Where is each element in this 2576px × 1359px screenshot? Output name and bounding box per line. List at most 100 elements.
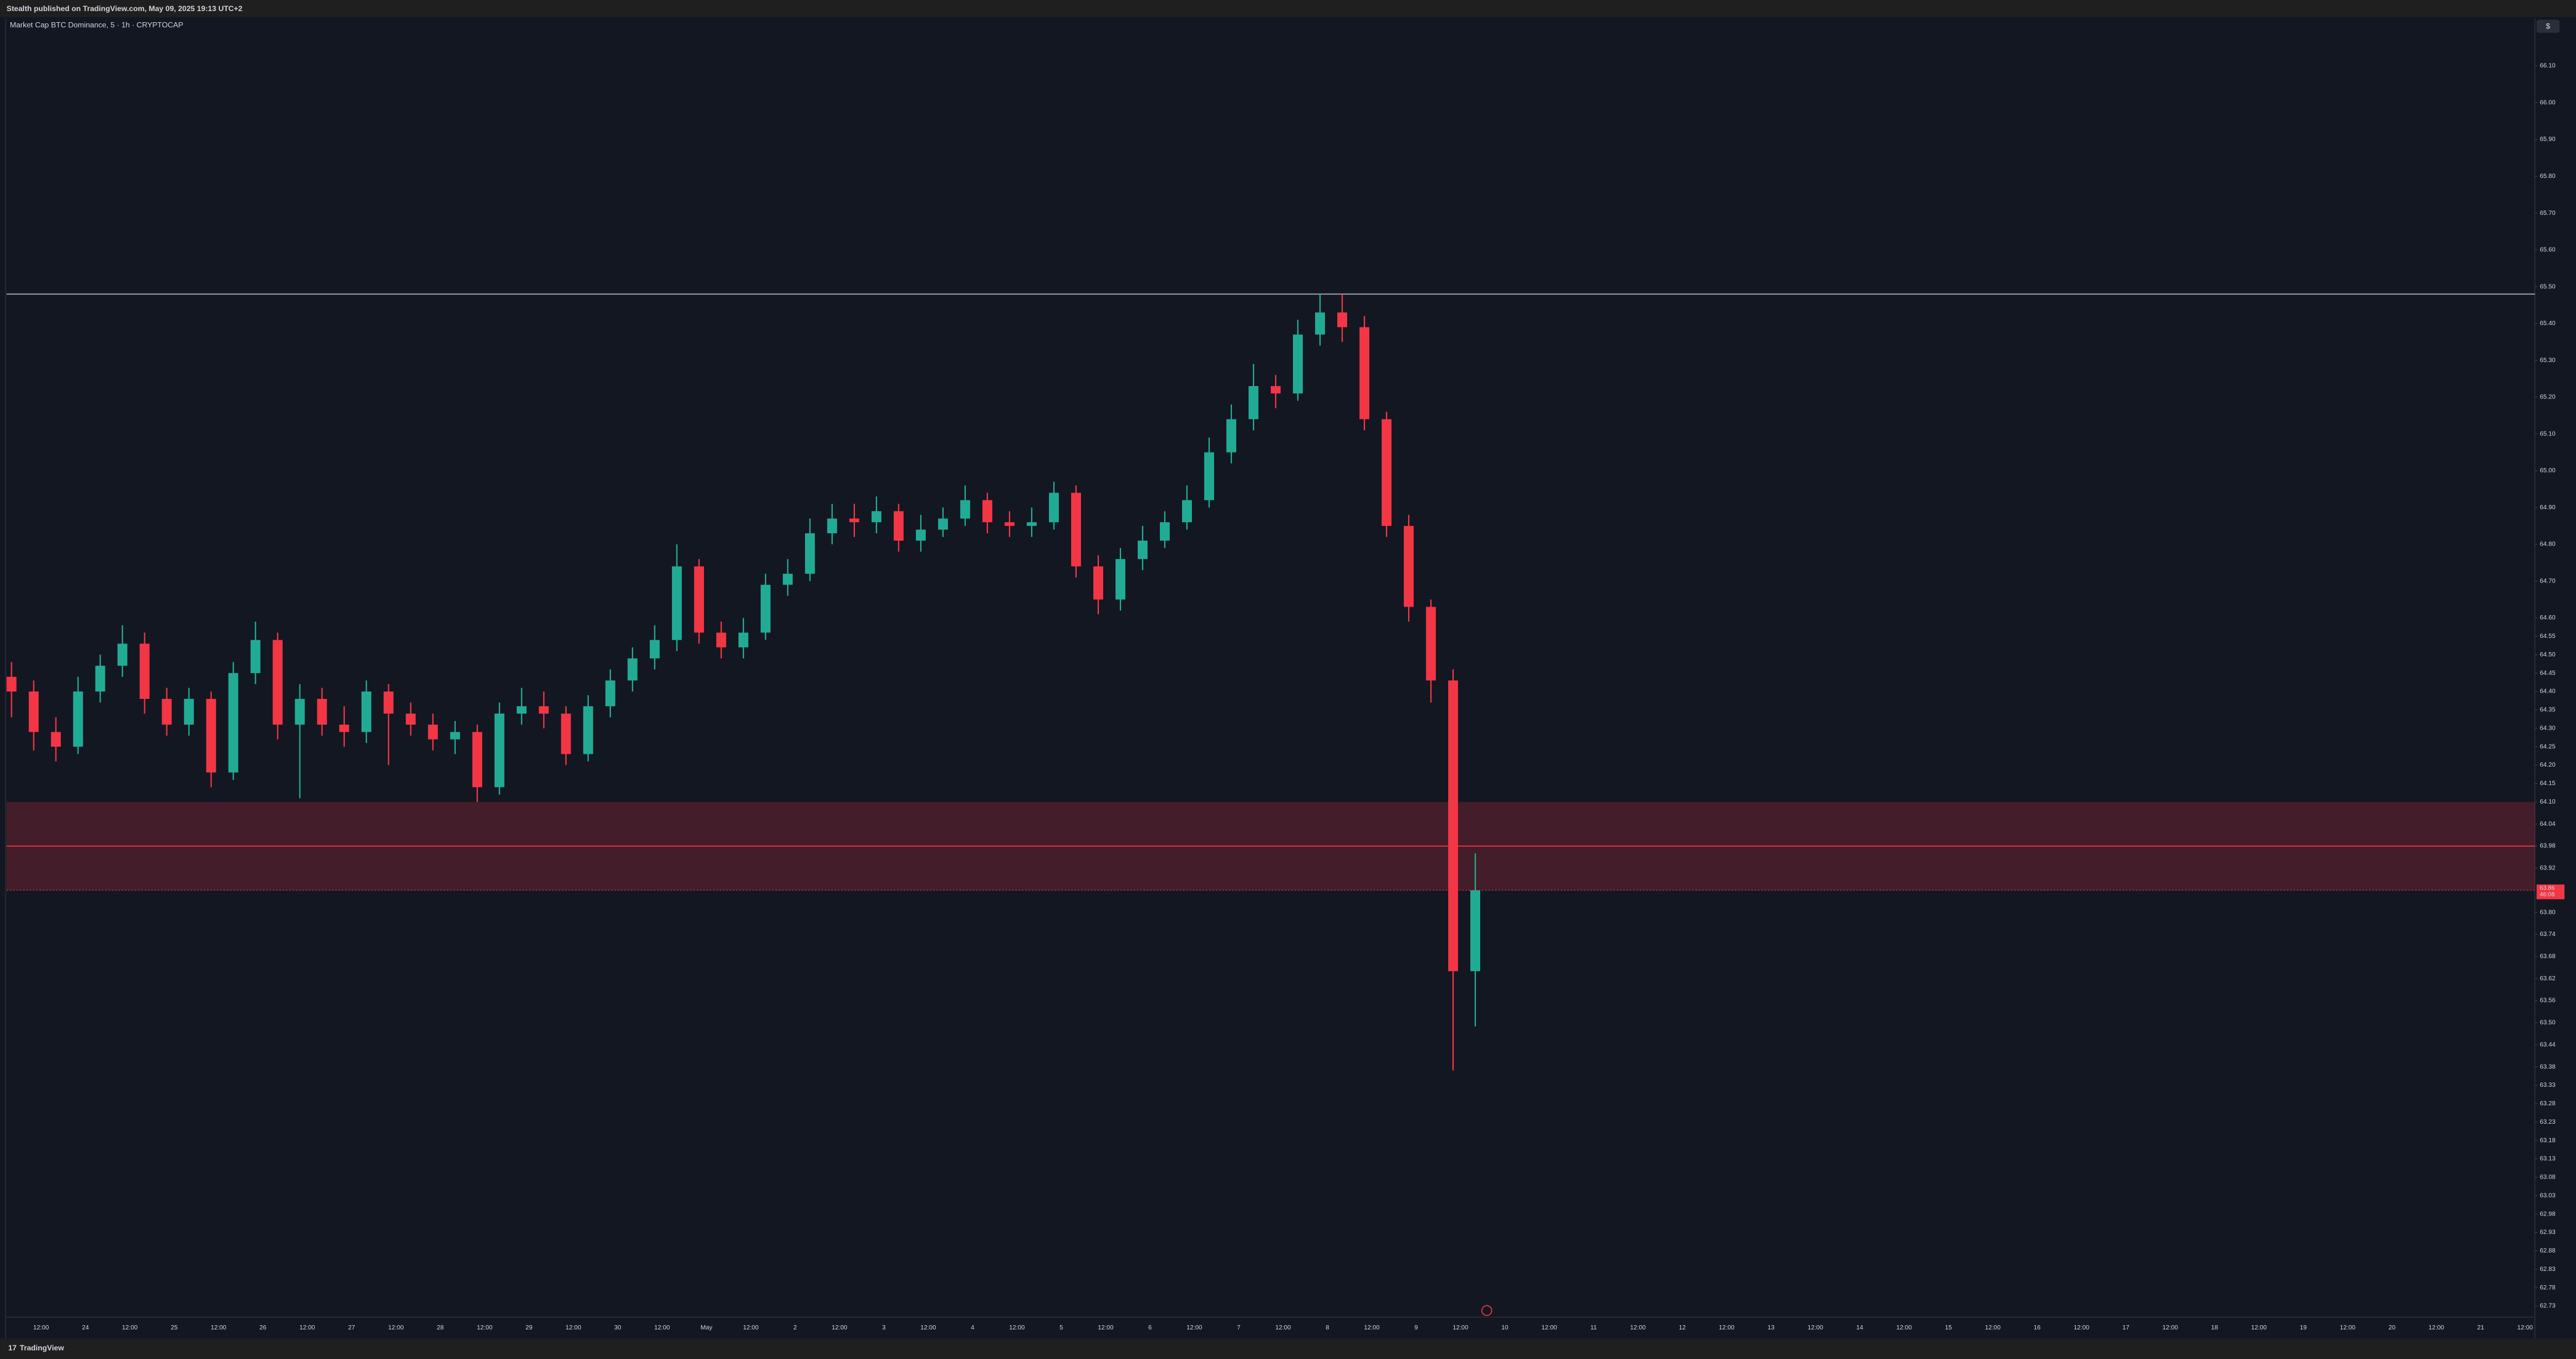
candle-body xyxy=(938,518,948,530)
last-price-box xyxy=(2536,884,2565,900)
y-tick-label: 62.83 xyxy=(2540,1266,2556,1273)
candle-body xyxy=(317,698,327,725)
x-tick-label: 12:00 xyxy=(1186,1325,1202,1331)
y-tick-label: 62.78 xyxy=(2540,1284,2556,1291)
y-tick-label: 63.56 xyxy=(2540,998,2556,1004)
candle-body xyxy=(1293,334,1303,393)
event-icon[interactable] xyxy=(1481,1305,1493,1317)
candle-body xyxy=(139,643,150,699)
y-tick-label: 63.50 xyxy=(2540,1020,2556,1026)
x-tick-label: 30 xyxy=(614,1325,622,1331)
currency-button-label[interactable]: $ xyxy=(2546,22,2550,31)
y-tick-label: 64.10 xyxy=(2540,799,2556,805)
x-tick-label: 25 xyxy=(171,1325,178,1331)
header-title: Stealth published on TradingView.com, Ma… xyxy=(7,4,243,13)
candle-body xyxy=(915,530,926,541)
x-tick-label: 7 xyxy=(1237,1325,1241,1331)
x-tick-label: 19 xyxy=(2300,1325,2307,1331)
y-tick-label: 63.18 xyxy=(2540,1137,2556,1144)
x-tick-label: 14 xyxy=(1857,1325,1864,1331)
x-tick-label: 12:00 xyxy=(1275,1325,1291,1331)
x-tick-label: 12:00 xyxy=(1630,1325,1646,1331)
candle-body xyxy=(272,640,283,725)
x-tick-label: 29 xyxy=(525,1325,533,1331)
candle-body xyxy=(1337,312,1348,328)
x-tick-label: 12:00 xyxy=(1009,1325,1025,1331)
y-tick-label: 63.03 xyxy=(2540,1192,2556,1199)
candle-body xyxy=(73,692,83,747)
candle-body xyxy=(538,706,549,714)
candle-body xyxy=(184,698,194,725)
footer-brand: TradingView xyxy=(20,1344,64,1352)
y-tick-label: 64.45 xyxy=(2540,670,2556,677)
candle-body xyxy=(294,698,305,725)
y-tick-label: 64.35 xyxy=(2540,707,2556,714)
candle-body xyxy=(782,573,793,585)
x-tick-label: 28 xyxy=(437,1325,444,1331)
y-tick-label: 62.98 xyxy=(2540,1211,2556,1217)
candle-body xyxy=(827,518,837,534)
y-tick-label: 63.28 xyxy=(2540,1100,2556,1107)
y-tick-label: 63.62 xyxy=(2540,975,2556,982)
x-tick-label: 12:00 xyxy=(2251,1325,2267,1331)
candle-body xyxy=(716,632,726,648)
x-tick-label: 15 xyxy=(1945,1325,1953,1331)
x-tick-label: 12:00 xyxy=(1807,1325,1823,1331)
candle-body xyxy=(427,724,438,740)
candle-body xyxy=(206,698,216,773)
x-tick-label: 12:00 xyxy=(2517,1325,2533,1331)
x-tick-label: 27 xyxy=(348,1325,355,1331)
candle-body xyxy=(583,706,593,754)
candle-body xyxy=(1159,522,1170,541)
candle-body xyxy=(960,500,970,519)
candle-body xyxy=(1470,890,1481,972)
currency-button[interactable] xyxy=(2536,20,2560,33)
y-tick-label: 65.10 xyxy=(2540,430,2556,437)
y-tick-label: 63.92 xyxy=(2540,865,2556,872)
candle-body xyxy=(361,692,371,732)
candle-body xyxy=(450,732,460,740)
x-tick-label: 18 xyxy=(2211,1325,2219,1331)
x-tick-label: 12:00 xyxy=(1719,1325,1735,1331)
candle-body xyxy=(1448,680,1459,972)
x-tick-label: 12 xyxy=(1679,1325,1686,1331)
y-tick-label: 62.88 xyxy=(2540,1248,2556,1254)
x-tick-label: 16 xyxy=(2034,1325,2041,1331)
x-tick-label: 12:00 xyxy=(2074,1325,2090,1331)
y-tick-label: 65.50 xyxy=(2540,283,2556,290)
x-tick-label: 12:00 xyxy=(832,1325,848,1331)
y-tick-label: 64.15 xyxy=(2540,780,2556,787)
y-tick-label: 63.33 xyxy=(2540,1082,2556,1089)
candle-body xyxy=(760,584,771,633)
x-tick-label: 4 xyxy=(971,1325,974,1331)
plot: 66.10 66.00 65.90 65.80 65.70 65.60 65.50 65.40… xyxy=(6,63,2565,1331)
x-tick-label: 12:00 xyxy=(743,1325,759,1331)
x-tick-label: 9 xyxy=(1414,1325,1418,1331)
x-tick-label: 12:00 xyxy=(1098,1325,1114,1331)
chart-legend: Market Cap BTC Dominance, 5 · 1h · CRYPT… xyxy=(10,21,183,30)
candle-body xyxy=(1115,559,1125,600)
candle-body xyxy=(1404,526,1414,607)
y-tick-label: 66.00 xyxy=(2540,99,2556,106)
candle-body xyxy=(1226,419,1236,453)
y-tick-label: 64.20 xyxy=(2540,762,2556,768)
y-tick-label: 64.55 xyxy=(2540,633,2556,640)
candle-body xyxy=(893,511,904,541)
y-tick-label: 63.68 xyxy=(2540,953,2556,960)
last-price-label: 63.86 xyxy=(2540,885,2554,892)
candle-body xyxy=(871,511,881,523)
y-tick-label: 64.70 xyxy=(2540,578,2556,584)
candle-body xyxy=(605,680,615,706)
y-tick-label: 63.98 xyxy=(2540,843,2556,850)
y-tick-label: 63.23 xyxy=(2540,1119,2556,1126)
candle-body xyxy=(383,692,394,714)
candle-body xyxy=(51,732,61,747)
candle-body xyxy=(1004,522,1015,526)
candle-body xyxy=(6,677,17,692)
x-tick-label: 12:00 xyxy=(122,1325,138,1331)
candle-body xyxy=(1359,327,1370,419)
candle-body xyxy=(849,518,859,523)
candle-body xyxy=(161,698,172,725)
